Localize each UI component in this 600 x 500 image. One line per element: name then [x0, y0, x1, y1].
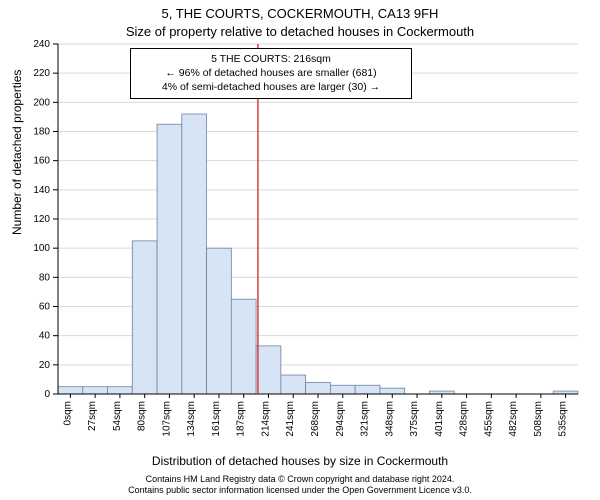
svg-text:60: 60 — [39, 302, 51, 313]
footer-line1: Contains HM Land Registry data © Crown c… — [0, 474, 600, 485]
svg-text:40: 40 — [39, 331, 51, 342]
footer-attribution: Contains HM Land Registry data © Crown c… — [0, 474, 600, 497]
x-axis-label: Distribution of detached houses by size … — [0, 454, 600, 468]
svg-text:27sqm: 27sqm — [87, 401, 98, 431]
svg-text:348sqm: 348sqm — [384, 401, 395, 437]
svg-text:375sqm: 375sqm — [409, 401, 420, 437]
svg-text:220: 220 — [33, 68, 50, 79]
svg-text:107sqm: 107sqm — [161, 401, 172, 437]
svg-text:20: 20 — [39, 360, 51, 371]
svg-text:321sqm: 321sqm — [360, 401, 371, 437]
svg-text:241sqm: 241sqm — [285, 401, 296, 437]
chart-container: 5, THE COURTS, COCKERMOUTH, CA13 9FH Siz… — [0, 0, 600, 500]
svg-text:80: 80 — [39, 272, 51, 283]
svg-text:80sqm: 80sqm — [137, 401, 148, 431]
svg-text:482sqm: 482sqm — [508, 401, 519, 437]
svg-text:187sqm: 187sqm — [236, 401, 247, 437]
svg-text:200: 200 — [33, 97, 50, 108]
svg-text:120: 120 — [33, 214, 50, 225]
svg-text:54sqm: 54sqm — [112, 401, 123, 431]
svg-text:161sqm: 161sqm — [211, 401, 222, 437]
svg-text:508sqm: 508sqm — [533, 401, 544, 437]
svg-text:268sqm: 268sqm — [310, 401, 321, 437]
svg-text:428sqm: 428sqm — [459, 401, 470, 437]
svg-text:0: 0 — [44, 389, 50, 400]
svg-text:401sqm: 401sqm — [434, 401, 445, 437]
svg-text:160: 160 — [33, 156, 50, 167]
svg-text:535sqm: 535sqm — [558, 401, 569, 437]
footer-line2: Contains public sector information licen… — [0, 485, 600, 496]
svg-text:180: 180 — [33, 127, 50, 138]
svg-text:134sqm: 134sqm — [186, 401, 197, 437]
annotation-line2: ← 96% of detached houses are smaller (68… — [137, 66, 405, 80]
svg-text:0sqm: 0sqm — [62, 401, 73, 425]
svg-text:100: 100 — [33, 243, 50, 254]
svg-text:455sqm: 455sqm — [483, 401, 494, 437]
svg-text:240: 240 — [33, 39, 50, 50]
annotation-box: 5 THE COURTS: 216sqm ← 96% of detached h… — [130, 48, 412, 99]
svg-text:294sqm: 294sqm — [335, 401, 346, 437]
svg-text:214sqm: 214sqm — [260, 401, 271, 437]
annotation-line3: 4% of semi-detached houses are larger (3… — [137, 80, 405, 94]
annotation-line1: 5 THE COURTS: 216sqm — [137, 52, 405, 66]
svg-text:140: 140 — [33, 185, 50, 196]
